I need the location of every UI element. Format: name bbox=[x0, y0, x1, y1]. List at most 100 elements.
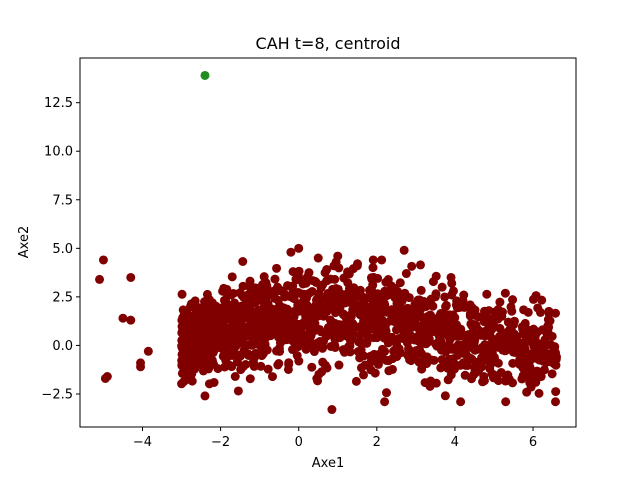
data-point bbox=[328, 298, 338, 308]
data-point bbox=[225, 302, 235, 312]
data-point bbox=[508, 358, 518, 368]
data-point bbox=[460, 339, 470, 349]
data-point bbox=[436, 363, 446, 373]
data-point bbox=[308, 276, 318, 286]
data-point bbox=[370, 368, 380, 378]
data-point bbox=[518, 371, 528, 381]
data-point bbox=[98, 255, 108, 265]
data-point bbox=[236, 365, 246, 375]
plot-frame bbox=[79, 57, 577, 428]
data-point bbox=[518, 324, 528, 334]
data-point bbox=[317, 367, 327, 377]
data-point bbox=[534, 388, 544, 398]
data-point bbox=[298, 279, 308, 289]
data-point bbox=[497, 331, 507, 341]
data-point bbox=[545, 316, 555, 326]
data-point bbox=[380, 397, 390, 407]
data-point bbox=[238, 281, 248, 291]
data-point bbox=[356, 363, 366, 373]
data-point bbox=[482, 289, 492, 299]
data-point bbox=[282, 314, 292, 324]
data-point bbox=[214, 327, 224, 337]
data-point bbox=[178, 341, 188, 351]
data-point bbox=[278, 329, 288, 339]
data-point bbox=[179, 366, 189, 376]
data-point bbox=[224, 324, 234, 334]
data-point bbox=[296, 304, 306, 314]
data-point bbox=[359, 370, 369, 380]
data-point bbox=[520, 344, 530, 354]
data-point bbox=[126, 272, 136, 282]
data-point bbox=[488, 319, 498, 329]
data-point bbox=[220, 362, 230, 372]
data-point bbox=[327, 405, 337, 415]
data-point bbox=[318, 357, 328, 367]
data-point bbox=[362, 336, 372, 346]
data-point bbox=[416, 349, 426, 359]
data-point bbox=[459, 290, 469, 300]
y-tick-label: 0.0 bbox=[52, 339, 73, 354]
data-point bbox=[516, 354, 526, 364]
y-tick-label: 10.0 bbox=[44, 145, 73, 160]
data-point bbox=[209, 320, 219, 330]
data-point bbox=[266, 305, 276, 315]
data-point bbox=[526, 382, 536, 392]
data-point bbox=[377, 255, 387, 265]
data-point bbox=[494, 342, 504, 352]
data-point bbox=[355, 346, 365, 356]
data-point bbox=[334, 360, 344, 370]
data-point bbox=[551, 308, 561, 318]
data-point bbox=[368, 263, 378, 273]
data-point bbox=[537, 355, 547, 365]
data-point bbox=[528, 338, 538, 348]
data-point bbox=[288, 345, 298, 355]
data-point bbox=[478, 377, 488, 387]
data-point bbox=[309, 347, 319, 357]
data-point bbox=[208, 348, 218, 358]
data-point bbox=[241, 298, 251, 308]
chart-title: CAH t=8, centroid bbox=[256, 34, 401, 53]
data-point bbox=[395, 310, 405, 320]
data-point bbox=[524, 350, 534, 360]
data-point bbox=[320, 295, 330, 305]
data-point bbox=[488, 354, 498, 364]
data-point bbox=[372, 330, 382, 340]
data-point bbox=[195, 315, 205, 325]
data-point bbox=[235, 351, 245, 361]
data-point bbox=[182, 313, 192, 323]
data-point bbox=[333, 251, 343, 261]
data-point bbox=[401, 269, 411, 279]
data-point bbox=[177, 289, 187, 299]
data-point bbox=[497, 311, 507, 321]
data-point bbox=[546, 340, 556, 350]
data-point bbox=[384, 366, 394, 376]
data-point bbox=[435, 310, 445, 320]
data-point bbox=[235, 334, 245, 344]
data-point bbox=[461, 350, 471, 360]
data-point bbox=[450, 313, 460, 323]
data-point bbox=[538, 325, 548, 335]
data-point bbox=[297, 289, 307, 299]
data-point bbox=[356, 321, 366, 331]
data-point bbox=[388, 315, 398, 325]
data-point bbox=[268, 288, 278, 298]
data-point bbox=[272, 321, 282, 331]
data-point bbox=[551, 360, 561, 370]
data-point bbox=[480, 340, 490, 350]
data-point bbox=[377, 344, 387, 354]
data-point bbox=[330, 342, 340, 352]
x-tick-label: −2 bbox=[211, 435, 230, 450]
data-point bbox=[306, 317, 316, 327]
data-point bbox=[440, 292, 450, 302]
data-point bbox=[525, 374, 535, 384]
data-point bbox=[380, 286, 390, 296]
data-point bbox=[336, 324, 346, 334]
data-point bbox=[181, 375, 191, 385]
data-point bbox=[264, 320, 274, 330]
data-point bbox=[285, 330, 295, 340]
data-point bbox=[399, 317, 409, 327]
data-point bbox=[376, 307, 386, 317]
y-tick-label: −2.5 bbox=[41, 387, 73, 402]
data-point bbox=[501, 397, 511, 407]
